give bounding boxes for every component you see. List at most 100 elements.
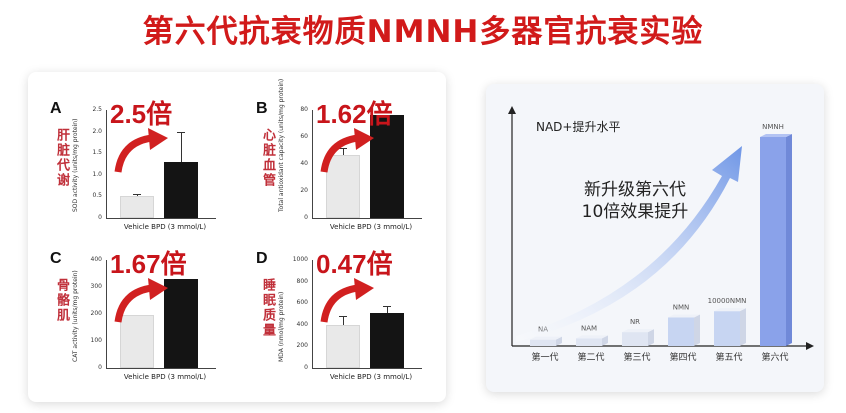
- panel-ylabel-C: CAT activity (units/mg protein): [72, 270, 79, 362]
- panel-xlabel-A: Vehicle BPD (3 mmol/L): [123, 223, 207, 231]
- y-tick-label-D: 600: [296, 299, 308, 307]
- nad-bar-side-NMNH: [786, 134, 792, 346]
- nad-bar-label: NMN: [673, 304, 690, 312]
- fold-change-C: 1.67倍: [110, 249, 187, 279]
- nad-bar-NMNH: [760, 137, 786, 346]
- bar-B-vehicle: [326, 154, 360, 218]
- bar-A-vehicle: [120, 196, 154, 218]
- error-cap-D: [383, 306, 391, 308]
- bar-C-bpd: [164, 278, 198, 368]
- panel-letter-C: C: [50, 250, 62, 267]
- x-axis-D: [312, 368, 422, 369]
- bar-D-bpd: [370, 312, 404, 368]
- x-axis-A: [106, 218, 216, 219]
- panel-ylabel-B: Total antioxidant capacity (units/mg pro…: [278, 78, 285, 212]
- nad-caption-line-1: 新升级第六代: [584, 180, 686, 200]
- nad-bar-side-NAM: [602, 335, 608, 346]
- arrow-shaft: [320, 284, 359, 323]
- nad-y-axis-arrowhead: [508, 106, 516, 114]
- nad-bar-NR: [622, 332, 648, 346]
- nad-bar-label: NAM: [581, 324, 597, 332]
- panel-ylabel-A: SOD activity (units/mg protein): [72, 118, 79, 212]
- y-tick-label-B: 40: [300, 160, 308, 167]
- error-bar-A: [137, 194, 138, 197]
- y-tick-label-A: 0: [98, 214, 102, 221]
- y-axis-A: [106, 110, 107, 218]
- nad-category-label: 第四代: [669, 351, 696, 363]
- nad-bar-side-NR: [648, 329, 654, 346]
- error-cap-B: [339, 147, 347, 149]
- nad-bar-top-NMNH: [760, 134, 792, 137]
- x-axis-B: [312, 218, 422, 219]
- nad-chart-svg: NA第一代NAM第二代NR第三代NMN第四代10000NMN第五代NMNH第六代: [508, 106, 814, 363]
- y-tick-label-C: 0: [98, 364, 102, 371]
- nad-bar-side-NA: [556, 336, 562, 346]
- y-tick-label-C: 400: [90, 256, 102, 263]
- nad-category-label: 第六代: [761, 351, 788, 363]
- arrow-head: [354, 128, 374, 150]
- panel-side-label-A: 肝脏代谢: [54, 128, 69, 188]
- nad-category-label: 第二代: [577, 351, 604, 363]
- nad-category-label: 第三代: [623, 351, 650, 363]
- panel-letter-D: D: [256, 250, 268, 267]
- nad-bar-top-10000NMN: [714, 308, 746, 312]
- y-tick-label-B: 60: [300, 133, 308, 140]
- y-tick-label-D: 200: [296, 342, 308, 350]
- error-bar-B: [343, 147, 344, 155]
- panel-xlabel-B: Vehicle BPD (3 mmol/L): [329, 223, 413, 231]
- nad-category-label: 第一代: [531, 351, 558, 363]
- panel-side-label-D: 睡眠质量: [260, 278, 275, 338]
- arrow-shaft: [114, 134, 153, 173]
- nad-caption-line-2: 10倍效果提升: [581, 202, 689, 222]
- error-cap-D: [339, 316, 347, 318]
- error-cap-A: [177, 131, 185, 133]
- nad-bar-side-10000NMN: [740, 308, 746, 346]
- page-title: 第六代抗衰物质NMNH多器官抗衰实验: [142, 14, 704, 50]
- panel-xlabel-C: Vehicle BPD (3 mmol/L): [123, 373, 207, 381]
- nad-x-axis-arrowhead: [806, 342, 814, 350]
- arrow-head: [148, 128, 168, 150]
- arrow-shaft: [114, 284, 153, 323]
- nad-category-label: 第五代: [715, 351, 742, 363]
- y-tick-label-C: 100: [90, 337, 102, 344]
- error-bar-A: [181, 131, 182, 162]
- nad-bar-NAM: [576, 338, 602, 346]
- nad-bar-top-NR: [622, 329, 654, 333]
- y-tick-label-C: 300: [90, 283, 102, 290]
- arrow-head: [354, 278, 374, 300]
- nad-bar-side-NMN: [694, 314, 700, 346]
- increase-arrow-icon: [114, 128, 168, 173]
- y-tick-label-B: 80: [300, 106, 308, 113]
- y-tick-label-B: 20: [300, 187, 308, 194]
- x-axis-C: [106, 368, 216, 369]
- fold-change-D: 0.47倍: [316, 249, 393, 279]
- panel-letter-A: A: [50, 100, 62, 117]
- nad-bar-top-NA: [530, 336, 562, 340]
- arrow-shaft: [320, 134, 359, 173]
- y-tick-label-A: 2.0: [92, 127, 102, 135]
- nad-bar-label: 10000NMN: [708, 297, 747, 305]
- increase-arrow-icon: [320, 128, 374, 173]
- nad-bar-label: NMNH: [762, 123, 784, 131]
- y-axis-B: [312, 110, 313, 218]
- increase-arrow-icon: [320, 278, 374, 323]
- panel-letter-B: B: [256, 100, 268, 117]
- nad-bar-top-NAM: [576, 335, 608, 339]
- y-tick-label-A: 2.5: [92, 106, 102, 113]
- panel-xlabel-D: Vehicle BPD (3 mmol/L): [329, 373, 413, 381]
- left-results-panel: A 肝脏代谢 SOD activity (units/mg protein) 0 0.5…: [28, 72, 446, 402]
- nad-bar-top-NMN: [668, 314, 700, 318]
- panel-ylabel-D: MDA (nmol/mg protein): [278, 291, 285, 362]
- bar-B-bpd: [370, 115, 404, 218]
- nad-bar-NA: [530, 339, 556, 346]
- y-tick-label-D: 800: [296, 277, 308, 285]
- y-axis-D: [312, 260, 313, 368]
- error-bar-D: [387, 306, 388, 313]
- nad-chart-title: NAD+提升水平: [536, 120, 621, 134]
- y-tick-label-D: 0: [304, 364, 308, 371]
- nad-level-panel: NAD+提升水平 新升级第六代 10倍效果提升 NA第一代NAM第二代NR第三代…: [486, 84, 824, 392]
- nad-bar-10000NMN: [714, 311, 740, 346]
- bar-D-vehicle: [326, 324, 360, 368]
- panel-side-label-B: 心脏血管: [260, 128, 275, 188]
- error-bar-D: [343, 316, 344, 325]
